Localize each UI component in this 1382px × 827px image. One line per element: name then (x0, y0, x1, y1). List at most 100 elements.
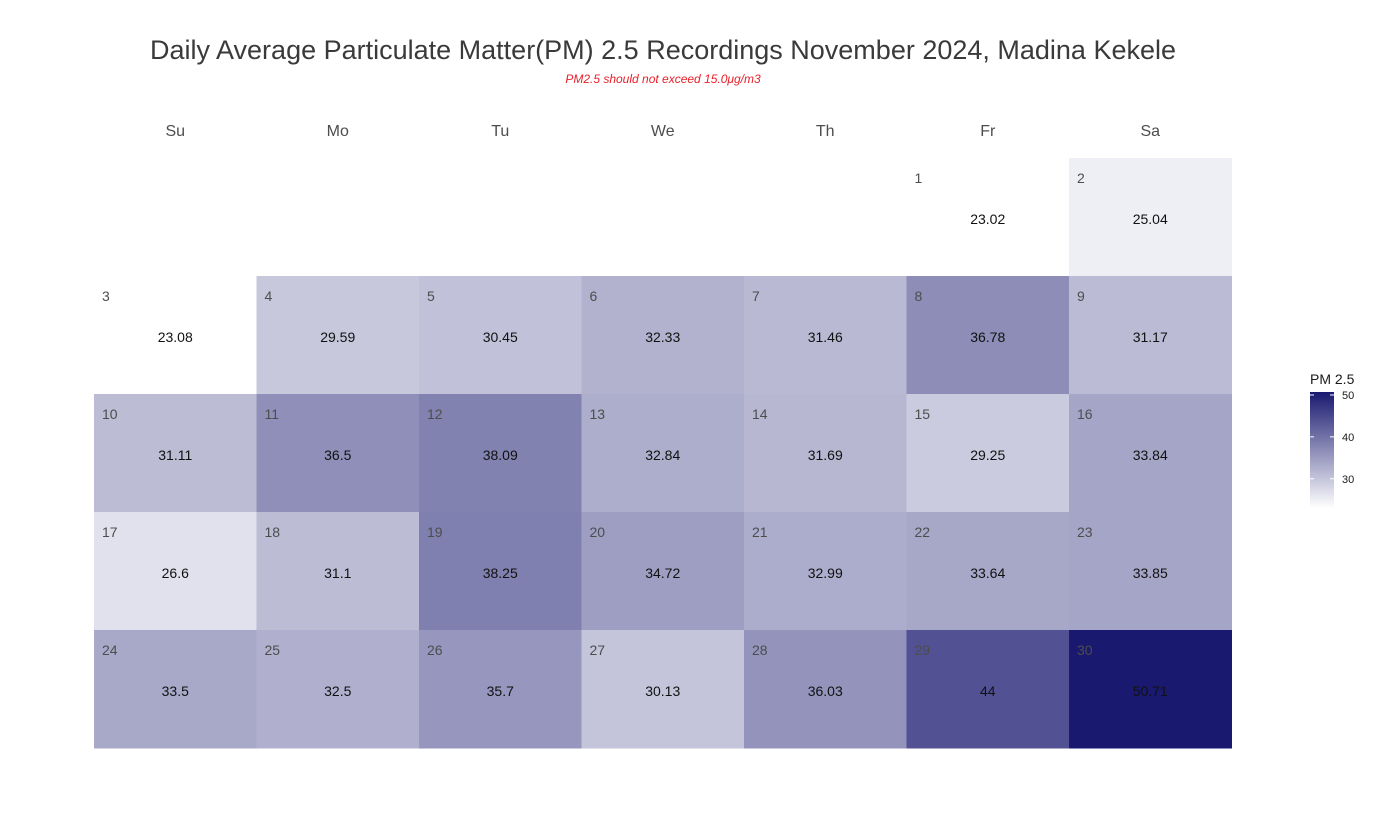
day-value: 23.08 (158, 329, 193, 345)
day-value: 33.85 (1133, 565, 1168, 581)
day-cell-fill (256, 394, 420, 513)
day-cell-fill (1069, 394, 1232, 513)
day-cell-fill (419, 630, 582, 749)
day-cell-8: 836.78 (906, 276, 1070, 395)
day-cell-10: 10 31.11 (94, 394, 257, 513)
day-value: 29.59 (320, 329, 355, 345)
legend-title: PM 2.5 (1310, 371, 1355, 387)
day-value: 36.78 (970, 329, 1005, 345)
legend-tick-label: 40 (1342, 432, 1354, 444)
day-value: 35.7 (487, 683, 514, 699)
day-cell-23: 23 33.85 (1069, 512, 1232, 631)
day-number: 4 (265, 288, 273, 304)
day-cell-29: 29 44 (906, 630, 1070, 749)
day-cell-18: 18 31.1 (256, 512, 420, 631)
day-number: 11 (265, 406, 280, 422)
legend-tick-label: 30 (1342, 474, 1354, 486)
day-number: 3 (102, 288, 110, 304)
chart-subtitle: PM2.5 should not exceed 15.0μg/m3 (565, 72, 761, 86)
day-cell-fill (256, 512, 420, 631)
day-value: 31.11 (158, 447, 192, 463)
day-cell-5: 530.45 (419, 276, 582, 395)
day-value: 31.69 (808, 447, 843, 463)
day-cell-fill (256, 630, 420, 749)
day-value: 29.25 (970, 447, 1005, 463)
day-number: 7 (752, 288, 760, 304)
day-cell-fill (1069, 158, 1232, 277)
weekday-label-we: We (651, 123, 675, 140)
day-cell-fill (906, 512, 1070, 631)
day-cell-fill (581, 630, 745, 749)
day-value: 31.46 (808, 329, 843, 345)
day-number: 12 (427, 406, 443, 422)
day-cell-fill (419, 276, 582, 395)
day-cell-fill (419, 512, 582, 631)
day-number: 17 (102, 524, 118, 540)
day-number: 6 (590, 288, 598, 304)
day-value: 25.04 (1133, 211, 1168, 227)
day-cell-30: 30 50.71 (1069, 630, 1232, 749)
day-cell-fill (906, 394, 1070, 513)
day-cell-21: 21 32.99 (744, 512, 907, 631)
day-cell-fill (1069, 276, 1232, 395)
day-cell-19: 19 38.25 (419, 512, 582, 631)
day-number: 2 (1077, 170, 1085, 186)
day-number: 27 (590, 642, 606, 658)
day-cell-7: 731.46 (744, 276, 907, 395)
day-value: 36.03 (808, 683, 843, 699)
weekday-headers: Su Mo Tu We Th Fr Sa (165, 123, 1160, 140)
day-cell-25: 25 32.5 (256, 630, 420, 749)
day-number: 19 (427, 524, 443, 540)
day-number: 23 (1077, 524, 1093, 540)
day-cell-3: 323.08 (94, 276, 257, 395)
day-number: 1 (915, 170, 923, 186)
day-cell-fill (419, 394, 582, 513)
day-value: 33.64 (970, 565, 1005, 581)
day-number: 18 (265, 524, 281, 540)
day-value: 44 (980, 683, 996, 699)
day-number: 8 (915, 288, 923, 304)
day-cell-9: 931.17 (1069, 276, 1232, 395)
day-value: 23.02 (970, 211, 1005, 227)
day-value: 50.71 (1133, 683, 1168, 699)
weekday-label-fr: Fr (980, 123, 996, 140)
day-value: 30.13 (645, 683, 680, 699)
day-cell-20: 20 34.72 (581, 512, 745, 631)
chart-title: Daily Average Particulate Matter(PM) 2.5… (150, 35, 1176, 65)
day-value: 32.5 (324, 683, 351, 699)
day-number: 16 (1077, 406, 1093, 422)
day-cell-fill (94, 630, 257, 749)
day-cell-fill (1069, 630, 1232, 749)
day-number: 14 (752, 406, 768, 422)
legend-tick-label: 50 (1342, 390, 1354, 402)
day-cell-24: 24 33.5 (94, 630, 257, 749)
day-number: 15 (915, 406, 931, 422)
weekday-label-mo: Mo (327, 123, 349, 140)
day-value: 33.5 (162, 683, 189, 699)
day-cell-6: 632.33 (581, 276, 745, 395)
day-cell-26: 26 35.7 (419, 630, 582, 749)
day-number: 30 (1077, 642, 1093, 658)
day-value: 32.33 (645, 329, 680, 345)
day-value: 34.72 (645, 565, 680, 581)
day-number: 10 (102, 406, 118, 422)
day-cell-fill (581, 276, 745, 395)
legend-colorbar (1310, 392, 1334, 508)
day-number: 5 (427, 288, 435, 304)
day-cell-fill (1069, 512, 1232, 631)
day-cell-fill (581, 394, 745, 513)
day-value: 33.84 (1133, 447, 1168, 463)
day-cell-fill (906, 158, 1070, 277)
day-value: 36.5 (324, 447, 351, 463)
day-cell-22: 22 33.64 (906, 512, 1070, 631)
day-number: 25 (265, 642, 281, 658)
day-value: 32.84 (645, 447, 680, 463)
day-number: 21 (752, 524, 768, 540)
day-cell-4: 429.59 (256, 276, 420, 395)
day-cell-16: 16 33.84 (1069, 394, 1232, 513)
day-number: 20 (590, 524, 606, 540)
day-value: 31.17 (1133, 329, 1168, 345)
day-cell-fill (744, 276, 907, 395)
day-number: 13 (590, 406, 606, 422)
